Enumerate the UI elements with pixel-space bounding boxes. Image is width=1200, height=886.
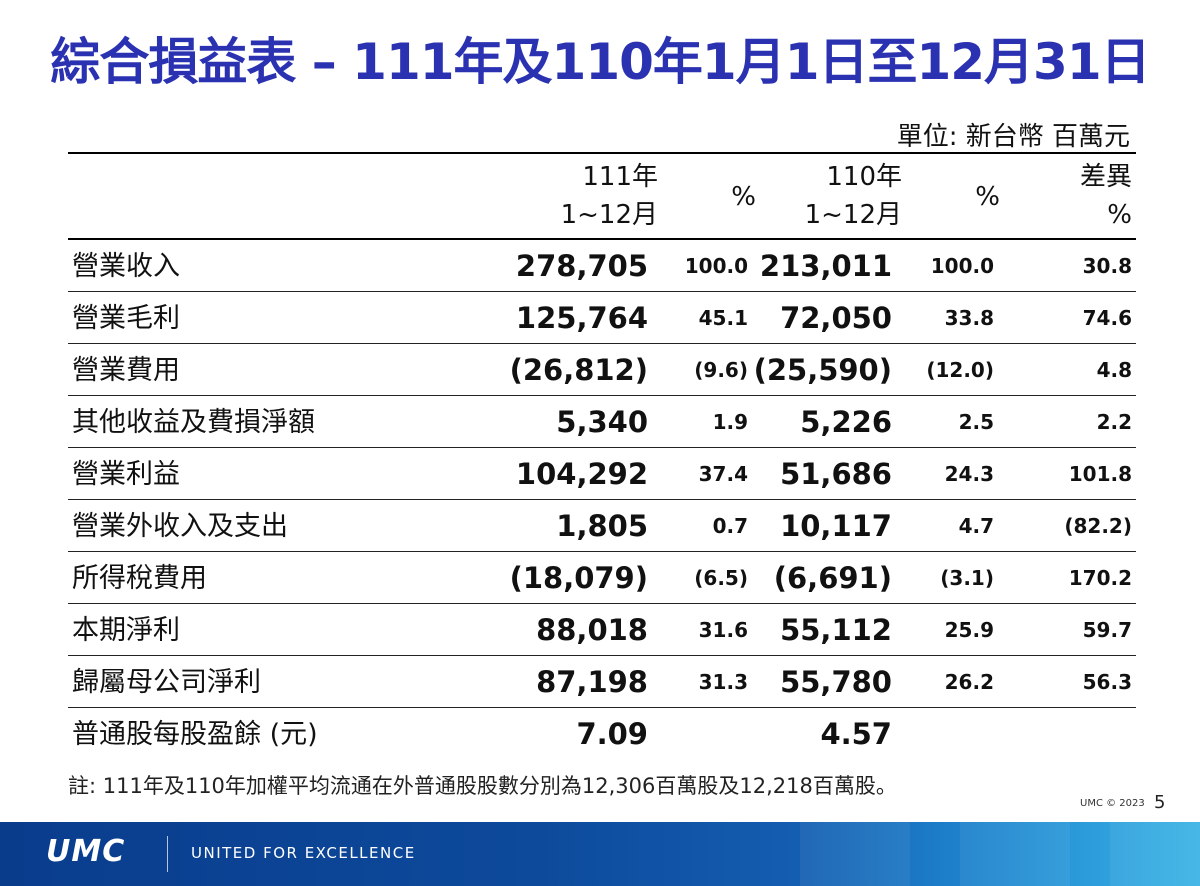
pct-110 (898, 708, 994, 759)
value-111: (26,812) (509, 353, 648, 387)
value-111: 125,764 (515, 301, 648, 335)
value-111: 7.09 (576, 717, 648, 751)
table-header: 111年 1~12月 % 110年 1~12月 % 差異 % (68, 152, 1136, 240)
diff-pct: 170.2 (1068, 566, 1132, 590)
header-110-period: 1~12月 (804, 200, 902, 230)
pct-111: 100.0 (684, 254, 748, 278)
value-111: 278,705 (515, 249, 648, 283)
row-label: 所得稅費用 (72, 563, 207, 594)
pct-111: 1.9 (712, 410, 748, 434)
table-row: 營業利益 104,292 37.4 51,686 24.3 101.8 (68, 448, 1136, 500)
footer-tile (960, 822, 1070, 886)
value-110: 5,226 (800, 405, 892, 439)
value-110: (25,590) (753, 353, 892, 387)
pct-110: 24.3 (944, 462, 994, 486)
value-111: 104,292 (515, 457, 648, 491)
copyright: UMC © 2023 (1080, 798, 1145, 809)
footer-divider (167, 836, 168, 872)
pct-110: 26.2 (944, 670, 994, 694)
footer-tile (800, 822, 910, 886)
value-111: 88,018 (536, 613, 648, 647)
diff-pct: 56.3 (1082, 670, 1132, 694)
pct-111: 37.4 (698, 462, 748, 486)
header-diff: 差異 % (998, 158, 1132, 234)
header-pct-110: % (975, 182, 1000, 212)
header-110-year: 110年 (826, 162, 902, 192)
value-111: 5,340 (556, 405, 648, 439)
table-row: 營業外收入及支出 1,805 0.7 10,117 4.7 (82.2) (68, 500, 1136, 552)
pct-110: 4.7 (958, 514, 994, 538)
pct-111: (9.6) (694, 358, 748, 382)
pct-110: 25.9 (944, 618, 994, 642)
header-diff-label: 差異 (1079, 162, 1132, 192)
value-110: 213,011 (759, 249, 892, 283)
umc-logo: UMC (46, 834, 126, 869)
unit-label: 單位: 新台幣 百萬元 (896, 122, 1130, 152)
pct-110: (3.1) (940, 566, 994, 590)
table-row: 歸屬母公司淨利 87,198 31.3 55,780 26.2 56.3 (68, 656, 1136, 708)
value-110: 55,780 (780, 665, 892, 699)
pct-111: (6.5) (694, 566, 748, 590)
table-row: 營業毛利 125,764 45.1 72,050 33.8 74.6 (68, 292, 1136, 344)
row-label: 營業收入 (72, 251, 180, 282)
table-row: 所得稅費用 (18,079) (6.5) (6,691) (3.1) 170.2 (68, 552, 1136, 604)
row-label: 營業費用 (72, 355, 180, 386)
footer-tagline: UNITED FOR EXCELLENCE (191, 844, 416, 862)
table-row: 本期淨利 88,018 31.6 55,112 25.9 59.7 (68, 604, 1136, 656)
pct-111: 31.3 (698, 670, 748, 694)
value-110: 72,050 (780, 301, 892, 335)
header-111-year: 111年 (582, 162, 658, 192)
page-number: 5 (1154, 792, 1166, 813)
table-row: 普通股每股盈餘 (元) 7.09 4.57 (68, 708, 1136, 759)
diff-pct: 74.6 (1082, 306, 1132, 330)
table-row: 其他收益及費損淨額 5,340 1.9 5,226 2.5 2.2 (68, 396, 1136, 448)
diff-pct: 30.8 (1082, 254, 1132, 278)
pct-110: 2.5 (958, 410, 994, 434)
footer-bar: UMC UNITED FOR EXCELLENCE (0, 822, 1200, 886)
pct-110: 100.0 (930, 254, 994, 278)
income-statement-table: 111年 1~12月 % 110年 1~12月 % 差異 % 營業收入 278,… (68, 152, 1136, 759)
diff-pct: 59.7 (1082, 618, 1132, 642)
table-row: 營業費用 (26,812) (9.6) (25,590) (12.0) 4.8 (68, 344, 1136, 396)
value-110: 51,686 (780, 457, 892, 491)
row-label: 歸屬母公司淨利 (72, 667, 261, 698)
pct-111: 0.7 (712, 514, 748, 538)
footer-tile (1110, 822, 1200, 886)
value-111: 87,198 (536, 665, 648, 699)
header-110: 110年 1~12月 (758, 158, 902, 234)
diff-pct: 4.8 (1096, 358, 1132, 382)
footnote: 註: 111年及110年加權平均流通在外普通股股數分別為12,306百萬股及12… (68, 774, 897, 798)
value-110: 55,112 (780, 613, 892, 647)
row-label: 普通股每股盈餘 (元) (72, 719, 318, 750)
row-label: 營業毛利 (72, 303, 180, 334)
row-label: 營業外收入及支出 (72, 511, 288, 542)
diff-pct: (82.2) (1064, 514, 1132, 538)
pct-110: (12.0) (926, 358, 994, 382)
row-label: 本期淨利 (72, 615, 180, 646)
row-label: 其他收益及費損淨額 (72, 407, 315, 438)
value-111: (18,079) (509, 561, 648, 595)
value-111: 1,805 (556, 509, 648, 543)
value-110: 4.57 (820, 717, 892, 751)
header-pct-111: % (731, 182, 756, 212)
diff-pct (998, 708, 1132, 759)
diff-pct: 2.2 (1096, 410, 1132, 434)
pct-111: 31.6 (698, 618, 748, 642)
value-110: (6,691) (773, 561, 892, 595)
row-label: 營業利益 (72, 459, 180, 490)
header-diff-pct: % (1107, 200, 1132, 230)
value-110: 10,117 (780, 509, 892, 543)
diff-pct: 101.8 (1068, 462, 1132, 486)
slide-title: 綜合損益表 – 111年及110年1月1日至12月31日 (50, 33, 1150, 91)
pct-110: 33.8 (944, 306, 994, 330)
header-111-period: 1~12月 (560, 200, 658, 230)
pct-111: 45.1 (698, 306, 748, 330)
header-111: 111年 1~12月 (68, 158, 658, 234)
table-row: 營業收入 278,705 100.0 213,011 100.0 30.8 (68, 240, 1136, 292)
